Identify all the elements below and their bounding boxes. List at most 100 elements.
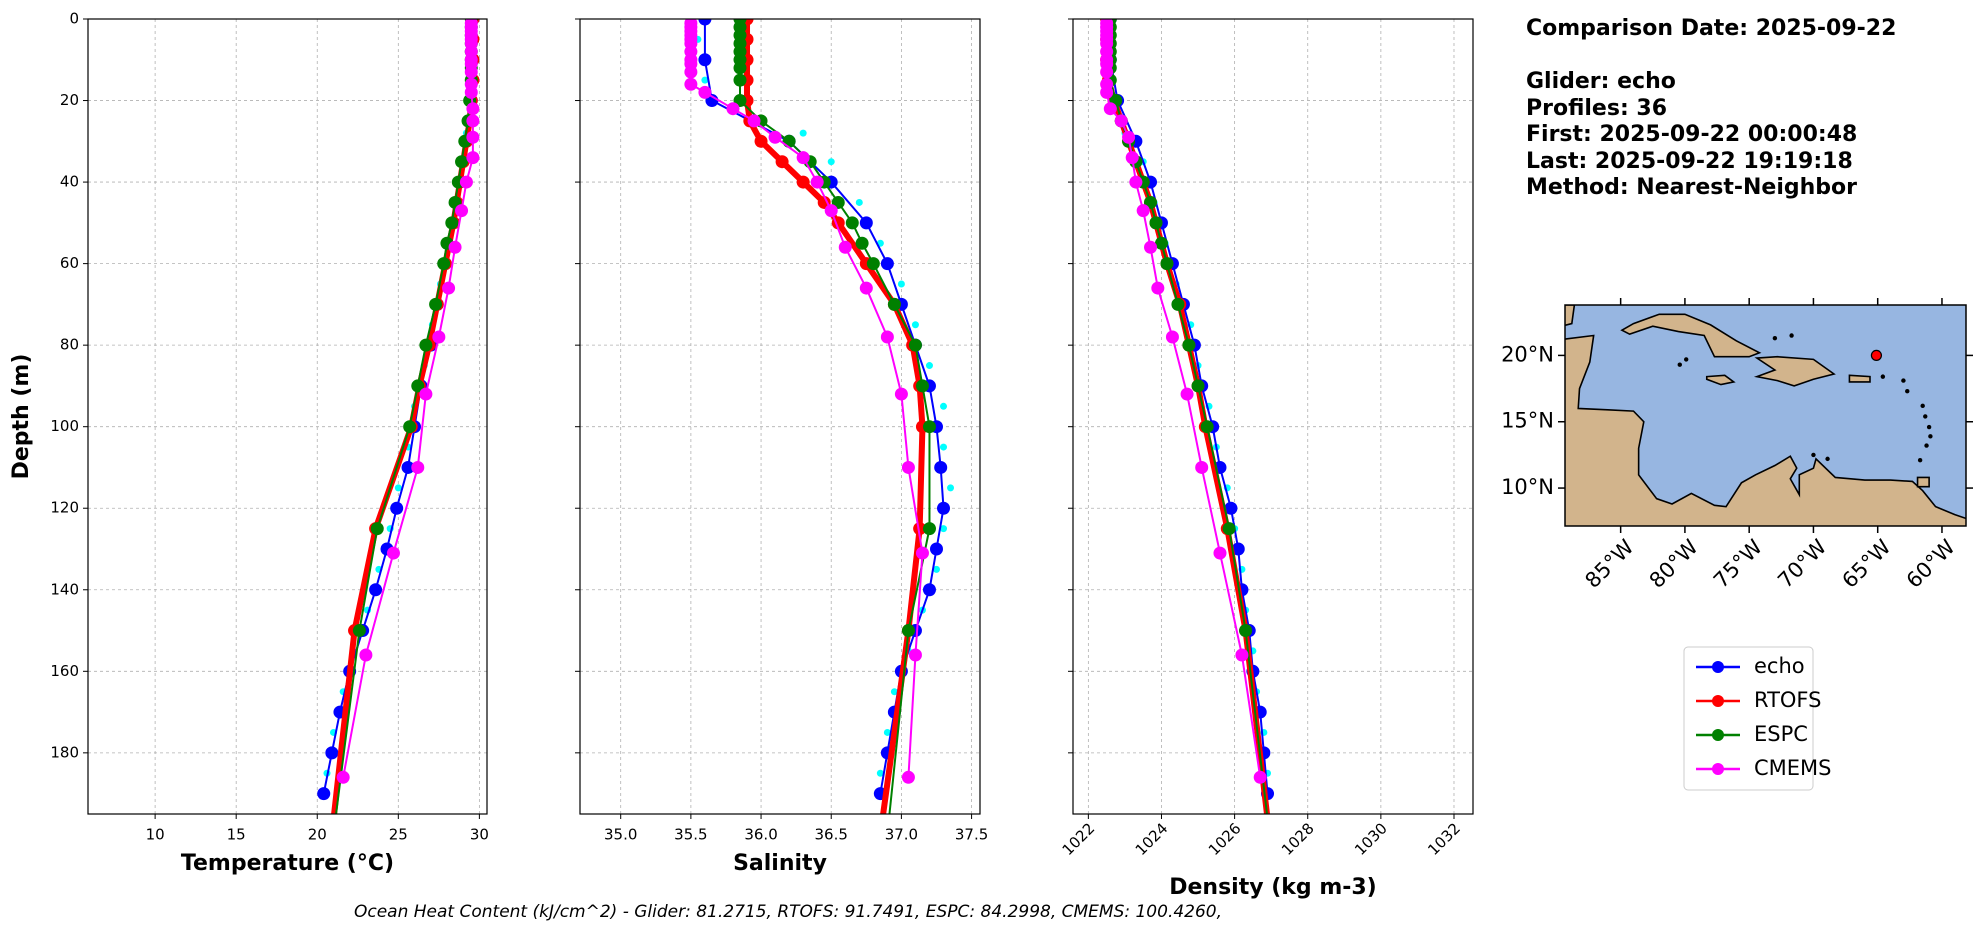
marker bbox=[915, 379, 929, 393]
land bbox=[1705, 374, 1736, 386]
land bbox=[1565, 334, 1966, 526]
scatter-point bbox=[883, 728, 891, 736]
marker bbox=[1154, 236, 1168, 250]
series bbox=[1100, 19, 1267, 784]
x-tick-label: 35.0 bbox=[604, 826, 637, 844]
scatter-point bbox=[827, 158, 835, 166]
axes-frame bbox=[579, 18, 981, 815]
x-tick-label: 60°W bbox=[1902, 535, 1960, 593]
y-tick-label: 20°N bbox=[1501, 342, 1554, 366]
land bbox=[1753, 355, 1836, 387]
x-tick-label: 1028 bbox=[1278, 819, 1318, 859]
marker bbox=[336, 770, 350, 784]
glider-location bbox=[1870, 349, 1883, 362]
marker bbox=[775, 155, 789, 169]
x-tick-label: 30 bbox=[470, 826, 489, 844]
marker bbox=[1100, 65, 1114, 79]
island bbox=[1825, 456, 1830, 462]
marker bbox=[317, 787, 331, 801]
plot-area bbox=[684, 19, 955, 814]
y-tick-label: 160 bbox=[50, 662, 79, 680]
marker bbox=[1253, 770, 1267, 784]
marker bbox=[782, 134, 796, 148]
x-tick-label: 10 bbox=[146, 826, 165, 844]
marker bbox=[455, 155, 469, 169]
legend-label: RTOFS bbox=[1754, 688, 1821, 712]
marker bbox=[401, 460, 415, 474]
axes-frame bbox=[87, 18, 488, 815]
marker bbox=[1200, 420, 1214, 434]
x-tick-label: 85°W bbox=[1580, 535, 1638, 593]
marker bbox=[1231, 542, 1245, 556]
marker bbox=[698, 53, 712, 67]
island bbox=[1772, 335, 1778, 341]
y-tick-label: 60 bbox=[60, 254, 79, 272]
scatter-point bbox=[394, 484, 402, 492]
marker bbox=[437, 257, 451, 271]
marker bbox=[733, 61, 747, 75]
scatter-point bbox=[876, 769, 884, 777]
marker bbox=[445, 216, 459, 230]
x-tick-label: 75°W bbox=[1709, 535, 1767, 593]
scatter-point bbox=[940, 402, 948, 410]
marker bbox=[442, 281, 456, 295]
marker bbox=[1151, 281, 1165, 295]
scatter-point bbox=[890, 688, 898, 696]
legend-label: CMEMS bbox=[1754, 756, 1832, 780]
marker bbox=[448, 240, 462, 254]
marker bbox=[733, 73, 747, 87]
x-tick-label: 1024 bbox=[1132, 819, 1172, 859]
axes-frame bbox=[1072, 18, 1474, 815]
marker bbox=[325, 828, 338, 841]
marker bbox=[1114, 114, 1128, 128]
marker bbox=[922, 522, 936, 536]
marker bbox=[859, 281, 873, 295]
marker bbox=[922, 420, 936, 434]
profile-line bbox=[689, 23, 924, 778]
marker bbox=[1171, 297, 1185, 311]
marker bbox=[887, 297, 901, 311]
marker bbox=[880, 257, 894, 271]
marker bbox=[325, 746, 339, 760]
map-area bbox=[1565, 300, 1966, 526]
y-tick-label: 40 bbox=[60, 173, 79, 191]
marker bbox=[880, 330, 894, 344]
marker bbox=[929, 542, 943, 556]
marker bbox=[1122, 130, 1136, 144]
y-tick-label: 80 bbox=[60, 336, 79, 354]
marker bbox=[419, 338, 433, 352]
marker bbox=[908, 338, 922, 352]
scatter-point bbox=[855, 198, 863, 206]
island bbox=[1901, 378, 1906, 383]
legend-marker bbox=[1712, 695, 1724, 707]
x-tick-label: 65°W bbox=[1837, 535, 1895, 593]
marker bbox=[466, 102, 480, 116]
marker bbox=[915, 546, 929, 560]
marker bbox=[411, 460, 425, 474]
x-axis-label: Temperature (°C) bbox=[181, 851, 394, 876]
marker bbox=[369, 583, 383, 597]
island bbox=[1715, 300, 1719, 304]
x-tick-label: 70°W bbox=[1773, 535, 1831, 593]
y-tick-label: 0 bbox=[69, 10, 79, 28]
marker bbox=[352, 624, 366, 638]
marker bbox=[894, 387, 908, 401]
y-tick-label: 140 bbox=[50, 580, 79, 598]
land bbox=[1620, 313, 1762, 358]
island bbox=[1677, 362, 1682, 367]
marker bbox=[824, 204, 838, 218]
marker bbox=[855, 236, 869, 250]
marker bbox=[411, 379, 425, 393]
scatter-point bbox=[932, 565, 940, 573]
marker bbox=[1125, 151, 1139, 165]
marker bbox=[370, 522, 384, 536]
scatter-point bbox=[911, 321, 919, 329]
island bbox=[1926, 424, 1932, 430]
x-tick-label: 25 bbox=[389, 826, 408, 844]
series bbox=[684, 19, 929, 784]
marker bbox=[1144, 240, 1158, 254]
marker bbox=[698, 85, 712, 99]
x-tick-label: 1032 bbox=[1424, 819, 1464, 859]
y-tick-label: 120 bbox=[50, 499, 79, 517]
scatter-point bbox=[925, 362, 933, 370]
